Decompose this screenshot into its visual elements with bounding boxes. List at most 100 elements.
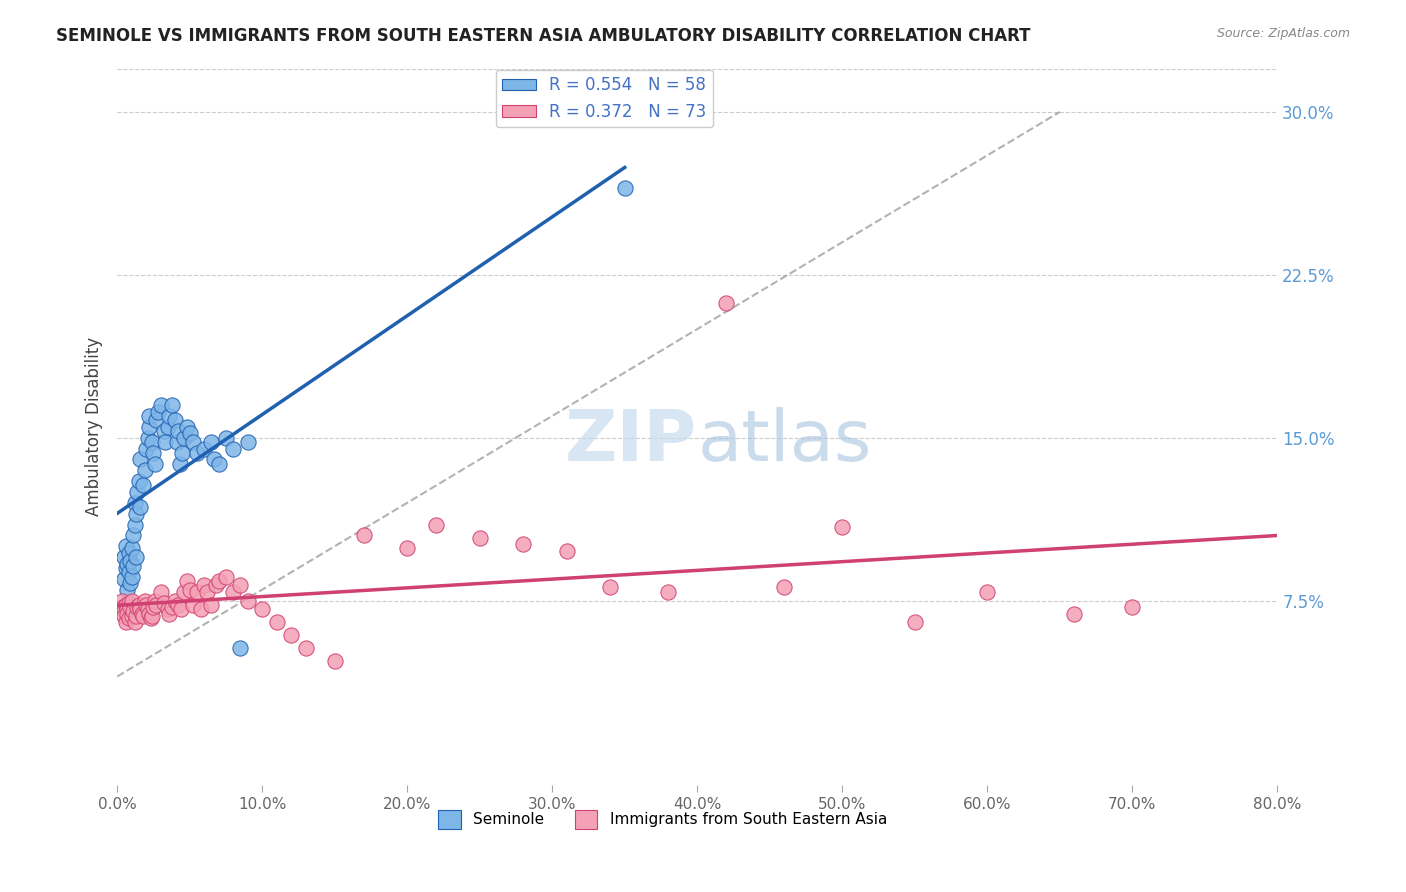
Point bbox=[179, 426, 201, 441]
Point bbox=[141, 435, 163, 450]
Point bbox=[139, 611, 162, 625]
Text: ZIP: ZIP bbox=[565, 407, 697, 475]
Point bbox=[120, 576, 142, 591]
Point bbox=[831, 519, 853, 533]
Point bbox=[138, 419, 160, 434]
Point bbox=[121, 608, 143, 623]
Point bbox=[1121, 600, 1143, 615]
Point bbox=[118, 611, 141, 625]
Point bbox=[167, 598, 190, 612]
Point bbox=[193, 578, 215, 592]
Point bbox=[165, 413, 187, 427]
Point bbox=[156, 419, 179, 434]
Point bbox=[208, 574, 231, 588]
Point bbox=[170, 602, 193, 616]
Point bbox=[132, 608, 155, 623]
Point bbox=[172, 446, 194, 460]
Point bbox=[122, 604, 145, 618]
Point bbox=[145, 598, 167, 612]
Point bbox=[468, 531, 491, 545]
Point bbox=[142, 600, 165, 615]
Point bbox=[117, 582, 139, 597]
Point bbox=[136, 602, 159, 616]
Point bbox=[512, 537, 534, 551]
Point bbox=[250, 602, 273, 616]
Point bbox=[141, 608, 163, 623]
Point bbox=[122, 558, 145, 573]
Point bbox=[657, 584, 679, 599]
Point bbox=[215, 431, 238, 445]
Point bbox=[976, 584, 998, 599]
Point bbox=[236, 435, 259, 450]
Point bbox=[157, 607, 180, 621]
Point bbox=[120, 554, 142, 568]
Point bbox=[118, 546, 141, 560]
Point bbox=[169, 457, 191, 471]
Point bbox=[153, 435, 176, 450]
Point bbox=[124, 496, 146, 510]
Point bbox=[110, 593, 132, 607]
Point bbox=[115, 615, 138, 630]
Point bbox=[115, 561, 138, 575]
Point bbox=[156, 602, 179, 616]
Point bbox=[229, 578, 252, 592]
Point bbox=[190, 602, 212, 616]
Point bbox=[176, 419, 198, 434]
Y-axis label: Ambulatory Disability: Ambulatory Disability bbox=[86, 337, 103, 516]
Point bbox=[152, 596, 174, 610]
Point bbox=[114, 608, 136, 623]
Point bbox=[149, 584, 172, 599]
Point bbox=[136, 431, 159, 445]
Point bbox=[117, 557, 139, 571]
Point bbox=[202, 452, 225, 467]
Point bbox=[162, 398, 184, 412]
Point bbox=[555, 543, 578, 558]
Point bbox=[323, 654, 346, 668]
Point bbox=[143, 457, 166, 471]
Point bbox=[114, 550, 136, 565]
Point bbox=[229, 641, 252, 656]
Point bbox=[127, 600, 149, 615]
Point bbox=[222, 442, 245, 456]
Point bbox=[773, 581, 796, 595]
Point bbox=[215, 569, 238, 583]
Point bbox=[127, 485, 149, 500]
Point bbox=[716, 296, 738, 310]
Point bbox=[173, 431, 195, 445]
Point bbox=[599, 581, 621, 595]
Point bbox=[134, 463, 156, 477]
Point bbox=[124, 615, 146, 630]
Point bbox=[200, 435, 222, 450]
Point bbox=[294, 641, 316, 656]
Point bbox=[186, 584, 208, 599]
Point bbox=[125, 608, 148, 623]
Point bbox=[166, 435, 188, 450]
Point bbox=[149, 398, 172, 412]
Point bbox=[176, 574, 198, 588]
Point bbox=[353, 528, 375, 542]
Point bbox=[193, 442, 215, 456]
Point bbox=[904, 615, 927, 630]
Point bbox=[114, 604, 136, 618]
Point bbox=[396, 541, 419, 556]
Point bbox=[121, 541, 143, 556]
Point bbox=[280, 628, 302, 642]
Point bbox=[118, 596, 141, 610]
Point bbox=[125, 550, 148, 565]
Point bbox=[121, 569, 143, 583]
Point bbox=[129, 602, 152, 616]
Point bbox=[236, 593, 259, 607]
Point bbox=[117, 607, 139, 621]
Point bbox=[146, 404, 169, 418]
Point bbox=[208, 457, 231, 471]
Point bbox=[425, 517, 447, 532]
Point bbox=[115, 598, 138, 612]
Point bbox=[165, 593, 187, 607]
Point bbox=[162, 600, 184, 615]
Point bbox=[145, 413, 167, 427]
Point bbox=[157, 409, 180, 423]
Point bbox=[132, 478, 155, 492]
Point bbox=[118, 566, 141, 580]
Point bbox=[1063, 607, 1085, 621]
Point bbox=[138, 409, 160, 423]
